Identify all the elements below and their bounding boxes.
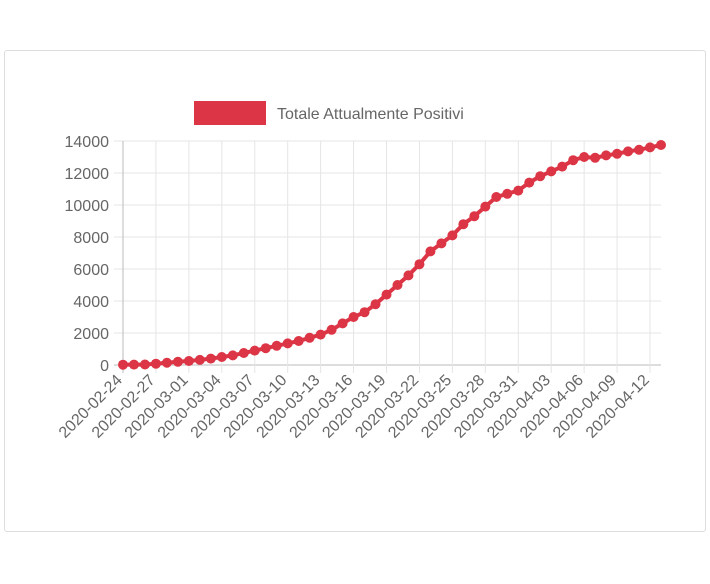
point: [546, 166, 557, 177]
point: [513, 185, 524, 196]
point: [381, 289, 392, 300]
point: [172, 356, 183, 367]
point: [535, 171, 546, 182]
point: [458, 219, 469, 230]
y-tick-label: 6000: [73, 262, 109, 279]
point: [557, 161, 568, 172]
point: [249, 345, 260, 356]
point: [590, 152, 601, 163]
y-tick-label: 0: [100, 358, 109, 375]
point: [183, 356, 194, 366]
point: [271, 340, 282, 351]
point: [403, 270, 414, 281]
y-tick-label: 8000: [73, 230, 109, 247]
point: [315, 329, 326, 340]
point: [579, 152, 590, 162]
legend-label: Totale Attualmente Positivi: [277, 106, 464, 123]
line: [122, 143, 662, 367]
point: [238, 348, 249, 358]
y-tick-label: 2000: [73, 326, 109, 343]
y-tick-label: 10000: [65, 198, 110, 215]
point: [656, 140, 666, 150]
point: [392, 280, 403, 290]
point: [601, 150, 612, 161]
y-tick-label: 14000: [65, 134, 110, 151]
point: [161, 357, 172, 368]
legend-swatch: [194, 101, 266, 125]
point: [194, 354, 205, 365]
point: [414, 259, 425, 270]
point: [326, 324, 337, 335]
point: [612, 148, 623, 159]
point: [370, 299, 381, 310]
point: [623, 146, 634, 157]
point: [260, 343, 271, 354]
point: [118, 359, 128, 370]
point: [491, 192, 502, 202]
point: [645, 142, 656, 153]
point: [216, 352, 227, 362]
point: [150, 358, 161, 369]
point: [337, 318, 348, 329]
point: [480, 201, 491, 212]
point: [304, 332, 315, 343]
point: [282, 338, 293, 349]
point: [524, 177, 535, 188]
point: [348, 312, 359, 322]
point: [359, 307, 370, 318]
point: [469, 211, 480, 222]
point: [502, 188, 513, 199]
point: [293, 336, 304, 346]
point: [425, 246, 436, 257]
point: [128, 359, 139, 370]
point: [139, 359, 150, 370]
point: [227, 350, 238, 361]
point: [436, 238, 447, 249]
point: [634, 144, 645, 155]
point: [447, 230, 458, 241]
y-tick-label: 12000: [65, 166, 110, 183]
y-tick-label: 4000: [73, 294, 109, 311]
card: [4, 50, 706, 532]
point: [568, 155, 579, 166]
point: [205, 353, 216, 364]
